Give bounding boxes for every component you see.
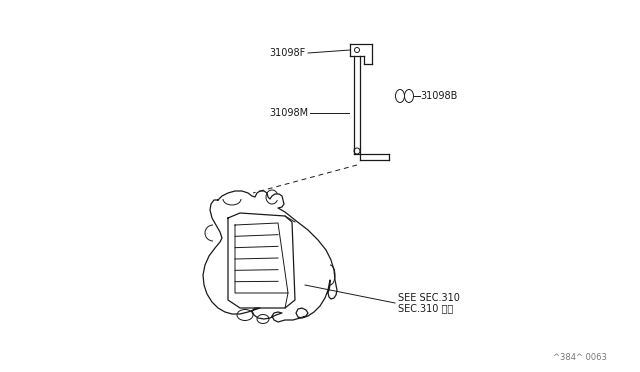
Text: SEE SEC.310: SEE SEC.310	[398, 293, 460, 303]
Text: ^384^ 0063: ^384^ 0063	[553, 353, 607, 362]
Text: 31098F: 31098F	[269, 48, 306, 58]
Text: 31098B: 31098B	[420, 91, 458, 101]
Text: 31098M: 31098M	[269, 108, 308, 118]
Text: SEC.310 参照: SEC.310 参照	[398, 303, 453, 313]
